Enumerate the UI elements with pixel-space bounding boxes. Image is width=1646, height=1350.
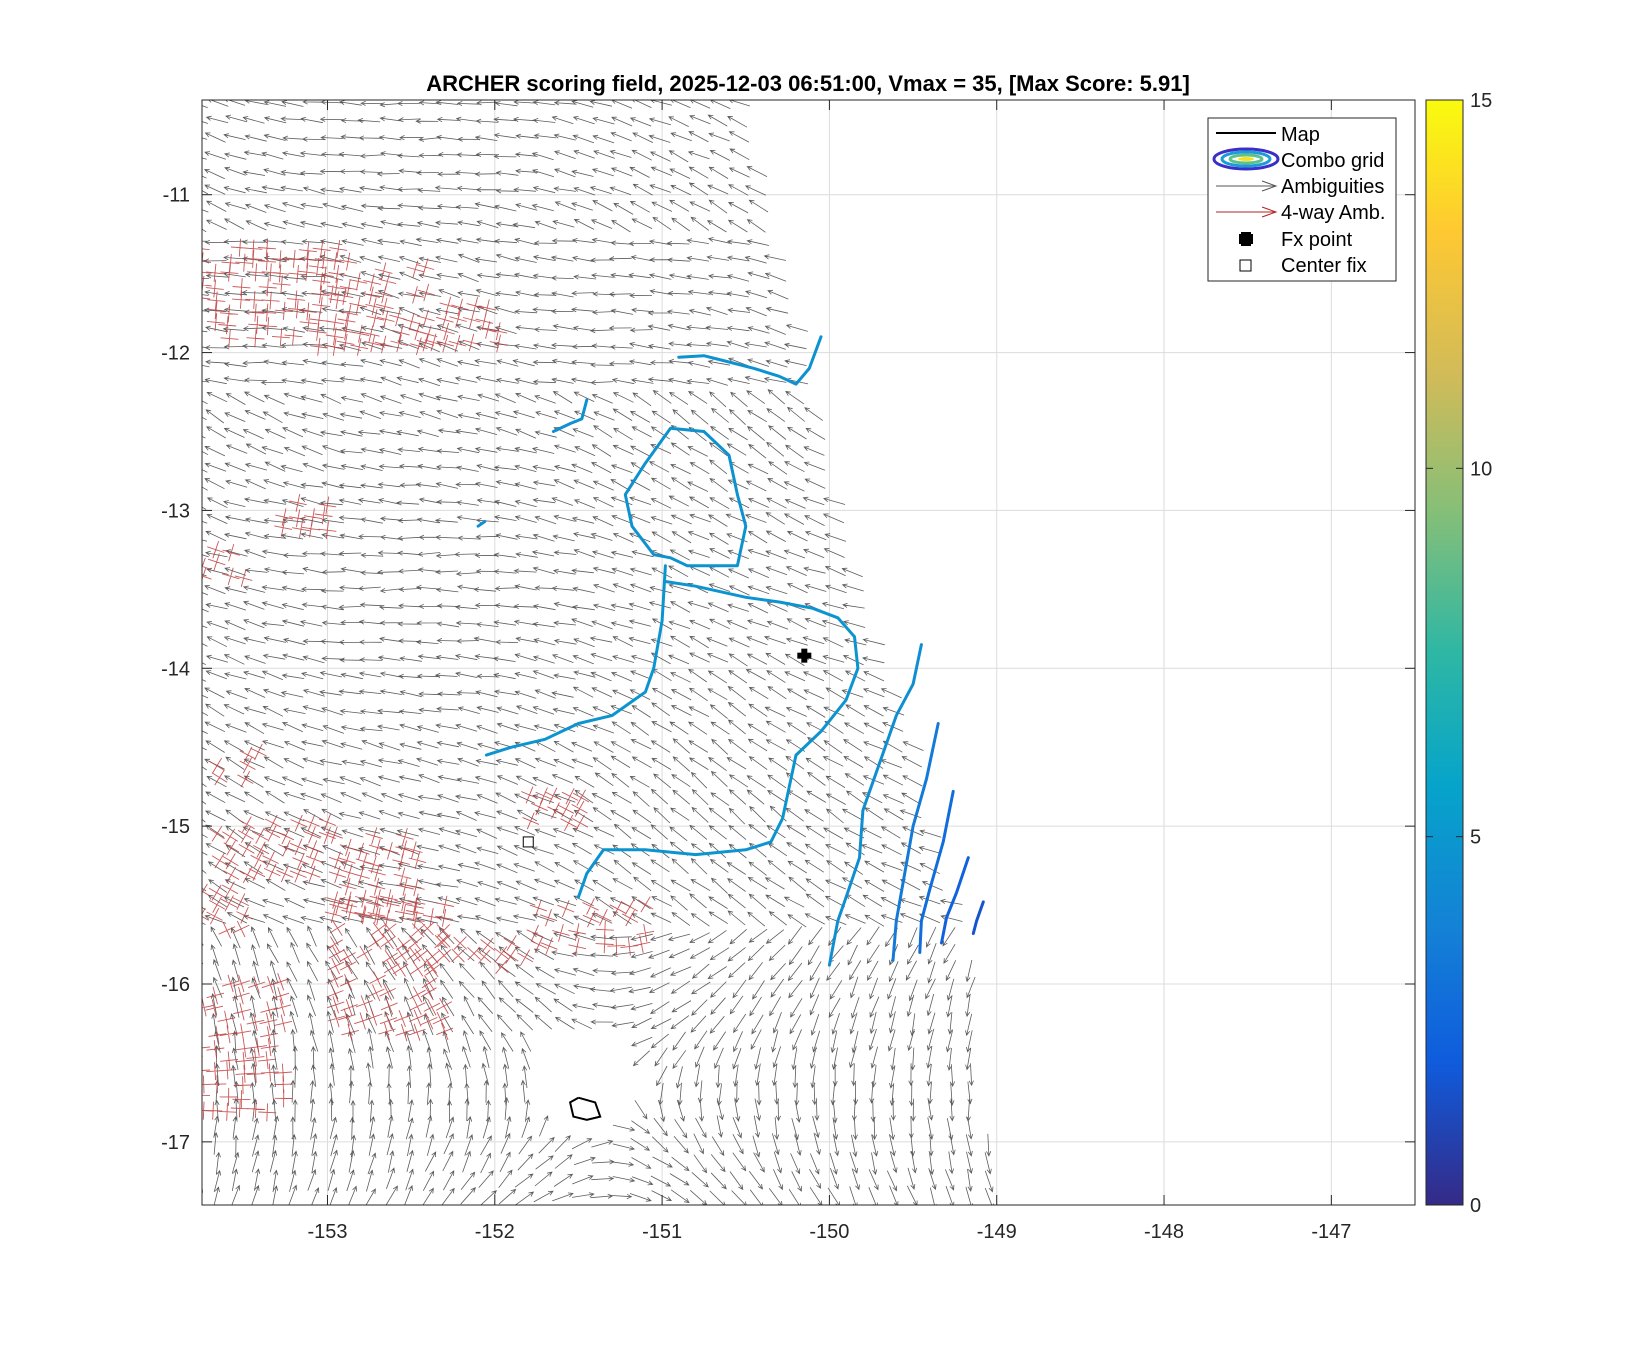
contour-line — [551, 398, 589, 433]
contour-line — [623, 426, 748, 568]
legend-box — [1207, 117, 1397, 282]
plot-frame — [201, 99, 1416, 1206]
center-fix-marker — [522, 836, 534, 848]
x-tick-label: -148 — [1144, 1221, 1184, 1243]
colorbar-gradient — [1425, 99, 1464, 1206]
combo-grid-contours — [476, 335, 985, 1121]
legend-combo-swatch — [1212, 147, 1280, 171]
contour-line — [677, 335, 823, 386]
legend-center-fix-swatch — [1239, 259, 1252, 272]
y-tick-label: -15 — [161, 816, 190, 838]
x-tick-label: -150 — [809, 1221, 849, 1243]
legend-ambiguities-swatch — [1216, 180, 1278, 192]
markers — [522, 648, 812, 848]
contour-line — [576, 580, 860, 899]
legend-4way-swatch — [1216, 206, 1278, 218]
colorbar-tick-label: 10 — [1470, 458, 1492, 480]
contour-line — [971, 900, 985, 935]
y-tick-label: -11 — [163, 185, 190, 207]
legend-label-center-fix: Center fix — [1281, 255, 1367, 277]
legend-label-ambiguities: Ambiguities — [1281, 176, 1384, 198]
colorbar-tick-label: 15 — [1470, 90, 1492, 112]
colorbar: 0 5 10 15 — [1425, 90, 1492, 1217]
fx-point-bar-h — [797, 652, 812, 659]
contour-line — [484, 564, 667, 757]
y-tick-label: -13 — [161, 500, 190, 522]
colorbar-tick-label: 5 — [1470, 827, 1481, 849]
chart-title: ARCHER scoring field, 2025-12-03 06:51:0… — [426, 71, 1190, 96]
colorbar-tick-label: 0 — [1470, 1195, 1481, 1217]
y-tick-label: -16 — [161, 974, 190, 996]
colorbar-ticks: 0 5 10 15 — [1426, 90, 1492, 1217]
y-tick-label: -17 — [161, 1132, 190, 1154]
axis-ticks: -153 -152 -151 -150 -149 -148 -147 -11 -12 -13 -14… — [161, 100, 1415, 1243]
x-tick-label: -153 — [307, 1221, 347, 1243]
plot-area — [202, 100, 1415, 1205]
contour-line — [476, 520, 487, 528]
contour-line — [827, 643, 923, 967]
legend: Map Combo grid Ambiguities 4-way Amb. Fx… — [1207, 117, 1397, 282]
contour-line — [918, 789, 955, 954]
map-outline — [568, 1096, 602, 1121]
contour-line — [891, 722, 940, 962]
x-tick-label: -152 — [475, 1221, 515, 1243]
y-tick-label: -12 — [161, 343, 190, 365]
fx-point-marker — [797, 648, 812, 663]
legend-label-map: Map — [1281, 124, 1320, 146]
grid — [202, 100, 1415, 1205]
y-tick-label: -14 — [161, 658, 190, 680]
x-tick-label: -151 — [642, 1221, 682, 1243]
legend-fx-point-swatch — [1239, 232, 1253, 246]
legend-label-4way: 4-way Amb. — [1281, 202, 1385, 224]
x-tick-label: -147 — [1311, 1221, 1351, 1243]
x-tick-label: -149 — [977, 1221, 1017, 1243]
legend-label-fx-point: Fx point — [1281, 229, 1353, 251]
legend-label-combo-grid: Combo grid — [1281, 150, 1384, 172]
contour-line — [940, 856, 970, 945]
